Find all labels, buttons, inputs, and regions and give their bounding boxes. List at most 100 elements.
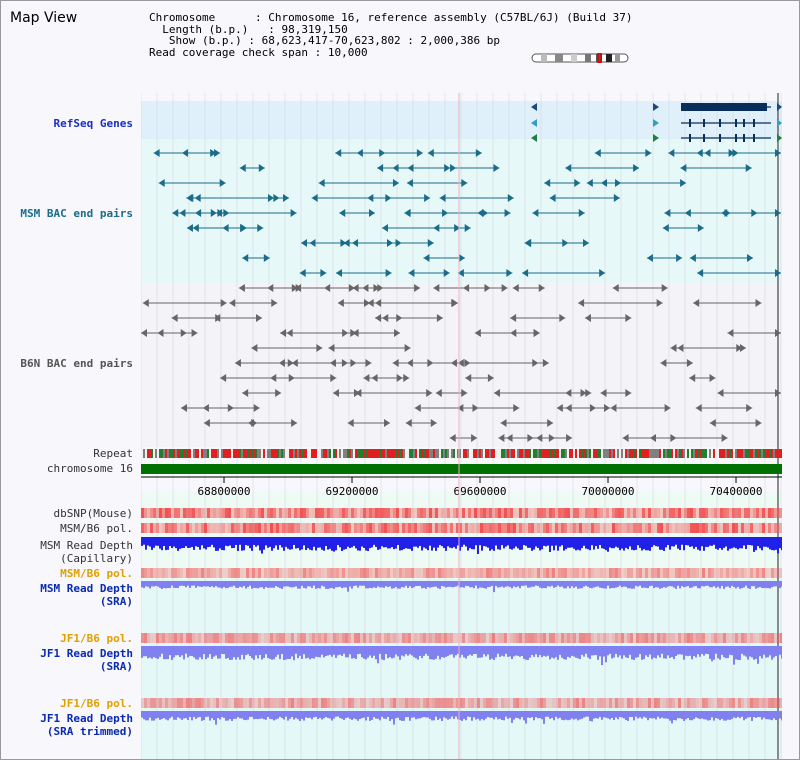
msm-depth-cap-bar <box>397 537 399 545</box>
repeat-segment <box>285 449 287 458</box>
repeat-segment <box>183 449 185 458</box>
jf1-depth-trim-bar <box>327 711 329 719</box>
jf1-depth-trim-bar <box>595 711 597 719</box>
jf1-depth-bar <box>627 646 629 658</box>
dbsnp-cell <box>237 508 240 518</box>
msm-pol-sra-cell <box>675 568 678 578</box>
msm-pol-sra-cell <box>537 568 540 578</box>
msm-depth-sra-bar <box>497 581 499 588</box>
msm-pol-cell <box>594 523 597 533</box>
msm-depth-sra-bar <box>417 581 419 586</box>
msm-depth-cap-bar <box>321 537 323 550</box>
msm-depth-sra-bar <box>355 581 357 586</box>
genome-track-area[interactable]: 68800000 69200000 69600000 70000000 7040… <box>141 93 782 760</box>
b6n-pair-end <box>510 314 517 322</box>
b6n-pair-end <box>717 389 724 397</box>
read-depth-tracks[interactable] <box>141 537 782 725</box>
msm-pol-sra-cell <box>627 568 630 578</box>
jf1-depth-bar <box>631 646 633 660</box>
msm-pol-sra-cell <box>348 568 351 578</box>
jf1-depth-bar <box>521 646 523 657</box>
jf1-pol-trim-cell <box>447 698 450 708</box>
msm-depth-sra-bar <box>223 581 225 588</box>
jf1-pol-cell <box>213 633 216 643</box>
msm-depth-sra-bar <box>443 581 445 587</box>
polymorphism-heat-tracks[interactable] <box>141 508 782 708</box>
jf1-depth-bar <box>725 646 727 659</box>
jf1-depth-trim-bar <box>373 711 375 718</box>
jf1-depth-bar <box>261 646 263 660</box>
jf1-pol-trim-cell <box>213 698 216 708</box>
jf1-depth-bar <box>385 646 387 655</box>
b6n-pair-end <box>403 374 410 382</box>
repeat-segment <box>359 449 361 458</box>
repeat-segment <box>445 449 447 458</box>
b6n-pair-end <box>404 344 411 352</box>
msm-depth-sra-bar <box>721 581 723 587</box>
msm-pol-sra-cell <box>303 568 306 578</box>
msm-pol-sra-cell <box>579 568 582 578</box>
msm-depth-cap-bar <box>159 537 161 549</box>
gene-exon <box>703 134 705 142</box>
repeat-segment <box>701 449 703 458</box>
msm-depth-sra-bar <box>213 581 215 588</box>
msm-depth-sra-bar <box>257 581 259 589</box>
msm-depth-cap-bar <box>647 537 649 551</box>
msm-depth-sra-bar <box>453 581 455 588</box>
repeat-track[interactable] <box>141 449 782 458</box>
msm-pol-sra-cell <box>375 568 378 578</box>
msm-pair-end <box>578 209 585 217</box>
repeat-segment <box>643 449 645 458</box>
dbsnp-cell <box>183 508 186 518</box>
msm-pol-cell <box>732 523 735 533</box>
msm-depth-cap-bar <box>189 537 191 548</box>
jf1-depth-trim-bar <box>703 711 705 720</box>
jf1-depth-trim-bar <box>227 711 229 721</box>
refseq-gene-features[interactable] <box>531 103 782 142</box>
jf1-depth-bar <box>587 646 589 658</box>
b6n-bac-features[interactable] <box>141 284 781 442</box>
msm-depth-cap-bar <box>719 537 721 549</box>
jf1-depth-trim-bar <box>195 711 197 719</box>
msm-pol-sra-cell <box>378 568 381 578</box>
jf1-depth-trim-bar <box>593 711 595 719</box>
msm-depth-cap-bar <box>223 537 225 551</box>
jf1-pol-trim-cell <box>345 698 348 708</box>
chromosome-ideogram[interactable] <box>531 53 629 63</box>
msm-depth-cap-bar <box>761 537 763 551</box>
jf1-depth-bar <box>519 646 521 657</box>
msm-pol-cell <box>630 523 633 533</box>
jf1-depth-trim-bar <box>383 711 385 719</box>
jf1-pol-cell <box>171 633 174 643</box>
jf1-pol-cell <box>501 633 504 643</box>
msm-depth-cap-bar <box>429 537 431 546</box>
jf1-pol-cell <box>654 633 657 643</box>
jf1-depth-bar <box>593 646 595 656</box>
jf1-depth-bar <box>253 646 255 660</box>
b6n-pair-end <box>229 299 236 307</box>
jf1-pol-trim-cell <box>486 698 489 708</box>
jf1-depth-trim-bar <box>737 711 739 717</box>
msm-pol-sra-cell <box>273 568 276 578</box>
jf1-pol-trim-cell <box>429 698 432 708</box>
jf1-pol-trim-cell <box>216 698 219 708</box>
msm-depth-cap-bar <box>301 537 303 550</box>
b6n-pair-end <box>449 434 456 442</box>
msm-depth-cap-bar <box>483 537 485 547</box>
repeat-segment <box>437 449 439 458</box>
jf1-depth-bar <box>687 646 689 657</box>
jf1-depth-bar <box>287 646 289 659</box>
msm-depth-cap-bar <box>363 537 365 548</box>
msm-pol-cell <box>576 523 579 533</box>
jf1-depth-bar <box>245 646 247 656</box>
msm-pol-cell <box>264 523 267 533</box>
jf1-depth-trim-bar <box>333 711 335 719</box>
jf1-depth-bar <box>147 646 149 659</box>
repeat-segment <box>677 449 679 458</box>
msm-bac-features[interactable] <box>153 149 781 277</box>
msm-pol-sra-cell <box>246 568 249 578</box>
jf1-depth-trim-bar <box>431 711 433 721</box>
msm-pol-sra-cell <box>681 568 684 578</box>
b6n-pair-end <box>330 374 337 382</box>
repeat-segment <box>375 449 377 458</box>
